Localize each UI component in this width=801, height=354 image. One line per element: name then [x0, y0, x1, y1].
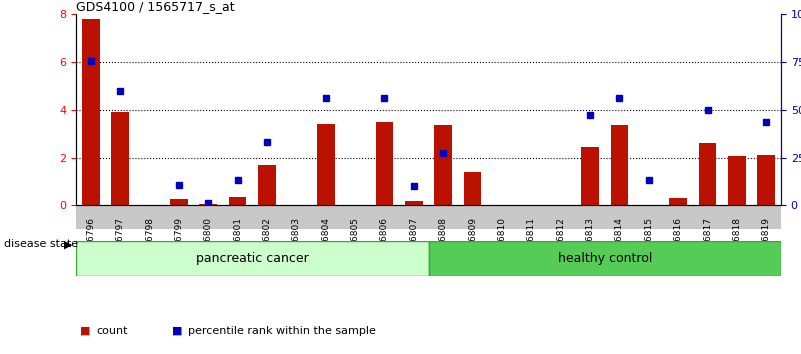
Bar [634, 205, 663, 229]
Text: GSM356817: GSM356817 [703, 217, 712, 272]
Bar [229, 197, 247, 205]
Text: GSM356808: GSM356808 [439, 217, 448, 272]
Bar [82, 19, 99, 205]
Text: GSM356805: GSM356805 [351, 217, 360, 272]
Text: GSM356798: GSM356798 [145, 217, 154, 272]
Bar [76, 241, 429, 276]
Text: GSM356799: GSM356799 [175, 217, 183, 272]
Bar [111, 112, 129, 205]
Bar [311, 205, 340, 229]
Text: GSM356813: GSM356813 [586, 217, 594, 272]
Bar [282, 205, 311, 229]
Bar [434, 125, 452, 205]
Bar [429, 205, 458, 229]
Bar [170, 199, 187, 205]
Text: GSM356800: GSM356800 [203, 217, 213, 272]
Bar [106, 205, 135, 229]
Bar [605, 205, 634, 229]
Text: GSM356819: GSM356819 [762, 217, 771, 272]
Text: GSM356812: GSM356812 [556, 217, 566, 272]
Bar [751, 205, 781, 229]
Bar [252, 205, 282, 229]
Text: GSM356797: GSM356797 [115, 217, 125, 272]
Bar [317, 124, 335, 205]
Bar [429, 241, 781, 276]
Bar [135, 205, 164, 229]
Text: ■: ■ [172, 326, 183, 336]
Bar [405, 200, 423, 205]
Text: GSM356814: GSM356814 [615, 217, 624, 272]
Bar [194, 205, 223, 229]
Bar [663, 205, 693, 229]
Bar [693, 205, 723, 229]
Bar [546, 205, 575, 229]
Bar [517, 205, 546, 229]
Bar [723, 205, 751, 229]
Bar [575, 205, 605, 229]
Bar [458, 205, 487, 229]
Text: percentile rank within the sample: percentile rank within the sample [188, 326, 376, 336]
Bar [76, 205, 106, 229]
Text: GSM356807: GSM356807 [409, 217, 418, 272]
Bar [199, 204, 217, 205]
Text: GSM356809: GSM356809 [468, 217, 477, 272]
Text: GSM356810: GSM356810 [497, 217, 506, 272]
Text: disease state: disease state [4, 239, 78, 249]
Text: GSM356815: GSM356815 [644, 217, 654, 272]
Text: count: count [96, 326, 127, 336]
Bar [164, 205, 194, 229]
Text: GSM356801: GSM356801 [233, 217, 242, 272]
Text: ■: ■ [80, 326, 91, 336]
Bar [376, 122, 393, 205]
Bar [258, 165, 276, 205]
Text: healthy control: healthy control [557, 252, 652, 265]
Text: GSM356796: GSM356796 [87, 217, 95, 272]
Bar [487, 205, 517, 229]
Bar [464, 172, 481, 205]
Text: ▶: ▶ [63, 239, 72, 249]
Text: GDS4100 / 1565717_s_at: GDS4100 / 1565717_s_at [76, 0, 235, 13]
Bar [223, 205, 252, 229]
Text: GSM356802: GSM356802 [263, 217, 272, 272]
Text: pancreatic cancer: pancreatic cancer [196, 252, 308, 265]
Bar [582, 147, 599, 205]
Bar [610, 125, 628, 205]
Bar [758, 155, 775, 205]
Bar [340, 205, 370, 229]
Bar [698, 143, 716, 205]
Text: GSM356818: GSM356818 [732, 217, 742, 272]
Text: GSM356803: GSM356803 [292, 217, 301, 272]
Text: GSM356816: GSM356816 [674, 217, 682, 272]
Text: GSM356804: GSM356804 [321, 217, 330, 272]
Text: GSM356806: GSM356806 [380, 217, 389, 272]
Bar [370, 205, 399, 229]
Bar [399, 205, 429, 229]
Bar [670, 198, 687, 205]
Bar [728, 156, 746, 205]
Text: GSM356811: GSM356811 [527, 217, 536, 272]
